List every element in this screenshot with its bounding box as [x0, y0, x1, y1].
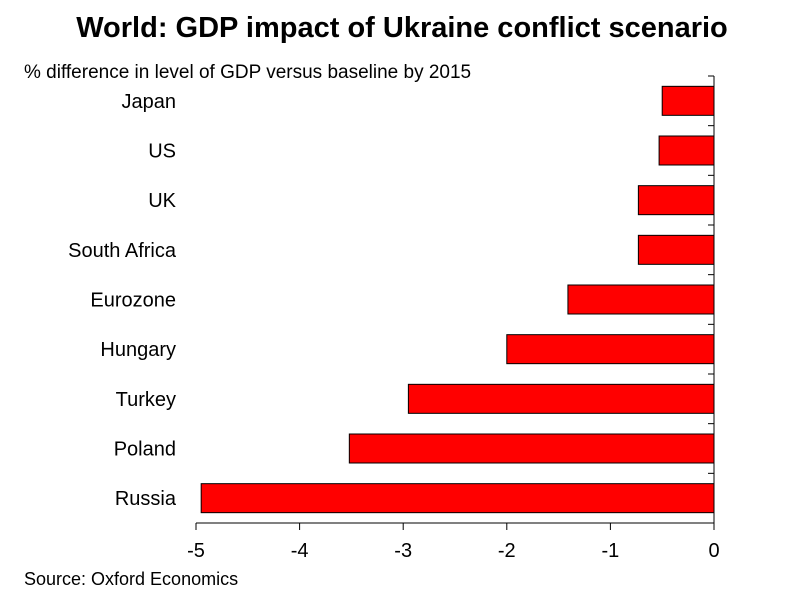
category-label: Eurozone	[90, 290, 176, 312]
bar-uk	[637, 185, 715, 216]
x-axis: -5 -4 -3 -2 -1 0	[187, 75, 720, 562]
bar-russia	[200, 483, 715, 514]
x-tick-label: -4	[291, 540, 309, 562]
category-label: Russia	[115, 488, 177, 510]
bar-south-africa	[637, 234, 715, 265]
x-tick-label: -5	[187, 540, 205, 562]
category-label: US	[148, 141, 176, 163]
category-label: Hungary	[100, 339, 176, 361]
category-label: Poland	[114, 439, 176, 461]
x-tick-label: 0	[708, 540, 719, 562]
x-tick-label: -3	[394, 540, 412, 562]
chart-title: World: GDP impact of Ukraine conflict sc…	[76, 12, 728, 44]
category-label: South Africa	[68, 240, 177, 262]
bar-turkey	[407, 383, 715, 414]
category-label: Japan	[122, 91, 177, 113]
x-tick-label: -1	[602, 540, 620, 562]
bar-poland	[348, 433, 715, 464]
bar-japan	[661, 85, 715, 116]
bar-eurozone	[567, 284, 715, 315]
x-tick-label: -2	[498, 540, 516, 562]
source-note: Source: Oxford Economics	[24, 569, 239, 589]
category-label: UK	[148, 190, 176, 212]
category-labels: Japan US UK South Africa Eurozone Hungary Turk…	[68, 91, 177, 510]
bar-us	[658, 135, 715, 166]
chart-subtitle: % difference in level of GDP versus base…	[24, 62, 472, 83]
bar-hungary	[506, 334, 715, 365]
category-label: Turkey	[116, 389, 176, 411]
bars-group	[200, 85, 715, 514]
